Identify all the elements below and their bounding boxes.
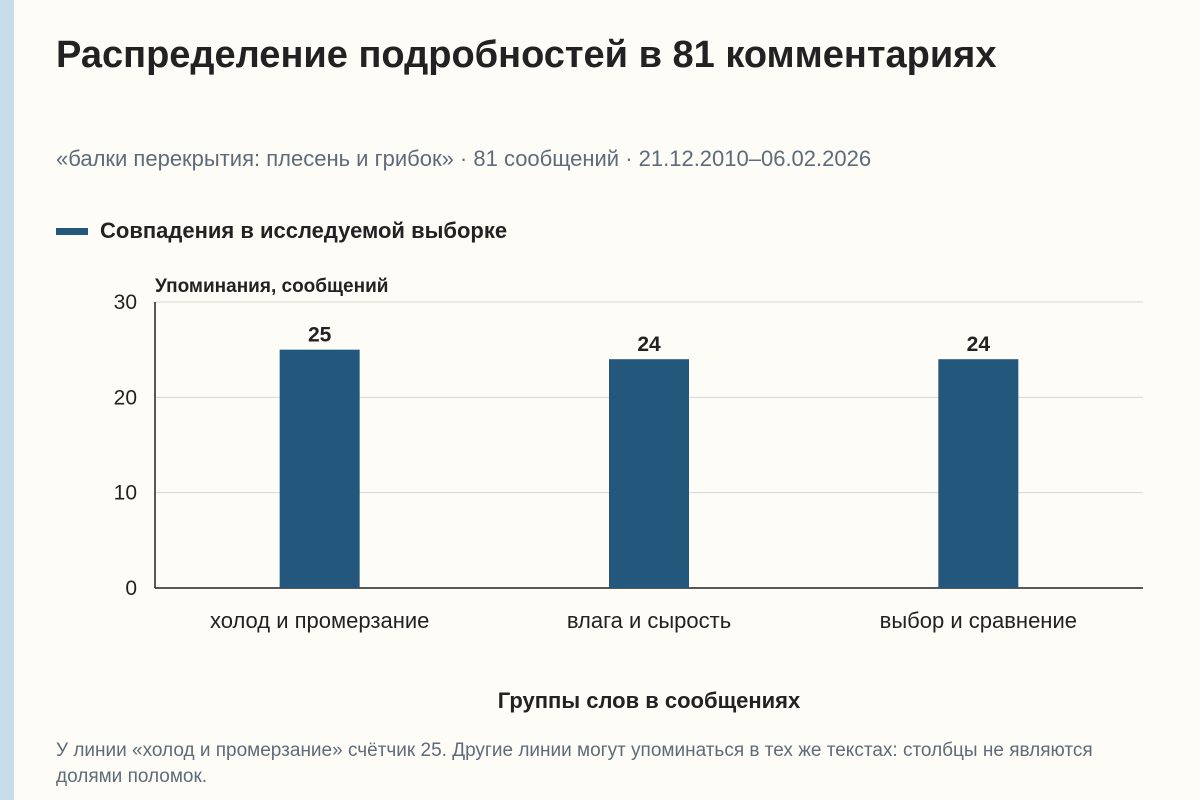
legend-label: Совпадения в исследуемой выборке [100, 218, 508, 243]
chart-subtitle: «балки перекрытия: плесень и грибок» · 8… [56, 146, 872, 171]
y-tick-label: 10 [114, 482, 137, 505]
bar-value-label: 24 [637, 333, 661, 356]
chart-legend: Совпадения в исследуемой выборке [56, 218, 507, 244]
bar-value-label: 25 [308, 324, 332, 347]
y-tick-label: 30 [114, 291, 137, 314]
bar [609, 359, 689, 588]
y-axis-label: Упоминания, сообщений [155, 276, 388, 297]
chart-title: Распределение подробностей в 81 коммента… [56, 34, 997, 76]
x-tick-label: влага и сырость [567, 608, 731, 633]
legend-swatch [56, 227, 88, 235]
x-axis-label: Группы слов в сообщениях [498, 688, 801, 713]
bar [938, 359, 1019, 588]
x-tick-label: выбор и сравнение [880, 608, 1077, 633]
chart-footnote: У линии «холод и промерзание» счётчик 25… [56, 740, 1093, 787]
y-tick-label: 0 [125, 577, 137, 600]
bar [279, 349, 360, 588]
left-accent-strip [0, 0, 14, 800]
y-tick-label: 20 [114, 386, 137, 409]
x-tick-label: холод и промерзание [210, 608, 429, 633]
bar-value-label: 24 [967, 333, 991, 356]
